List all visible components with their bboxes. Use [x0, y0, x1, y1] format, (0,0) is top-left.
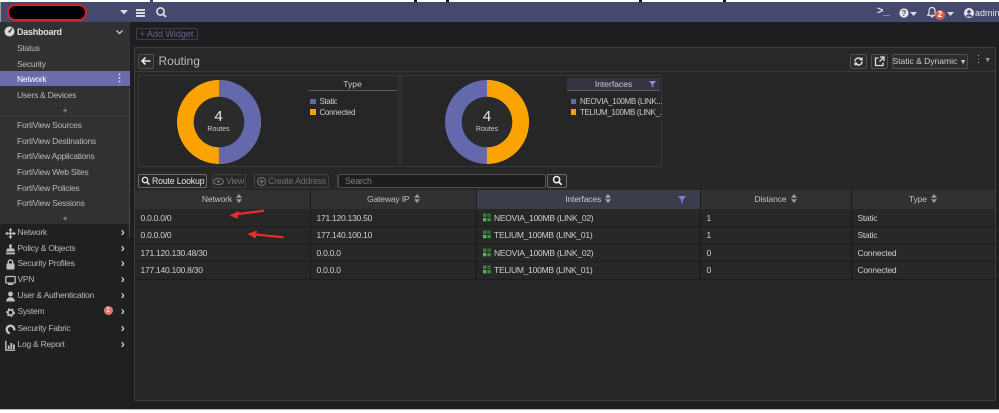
svg-text:?: ? [902, 9, 907, 18]
